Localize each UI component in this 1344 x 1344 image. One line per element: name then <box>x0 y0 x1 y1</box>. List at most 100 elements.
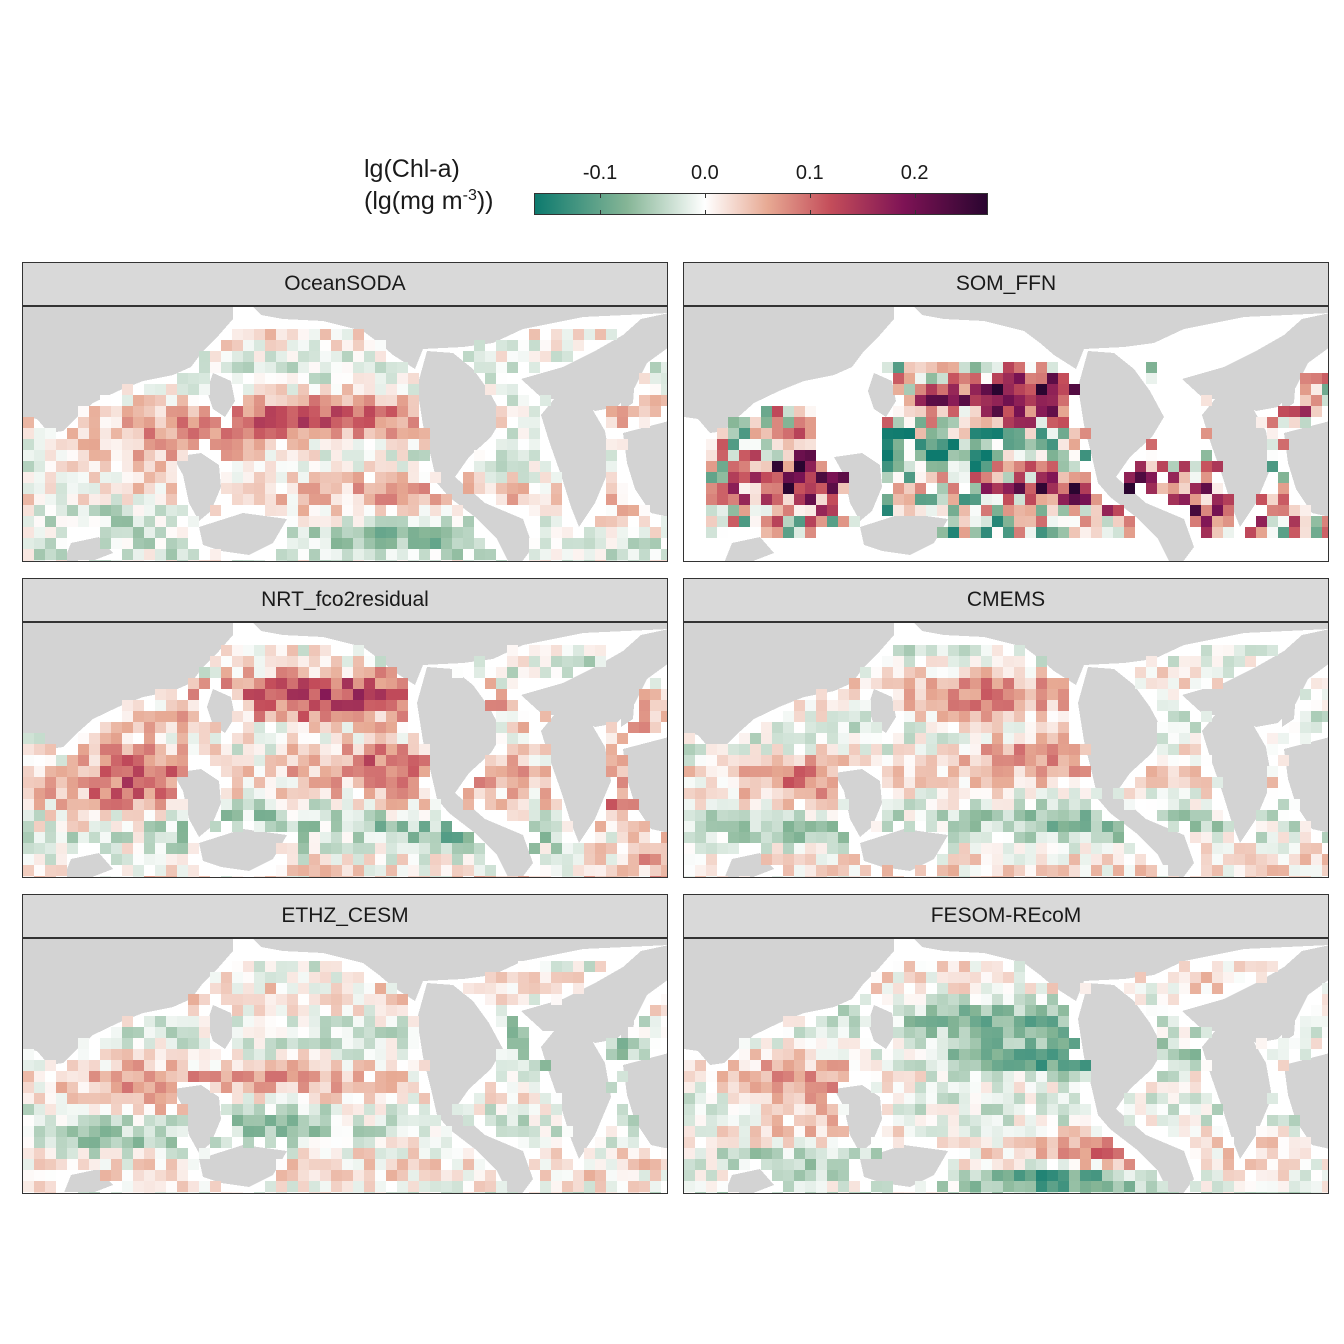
anomaly-cell <box>1212 983 1223 994</box>
anomaly-cell <box>706 494 717 505</box>
anomaly-cell <box>915 678 926 689</box>
anomaly-cell <box>551 876 562 877</box>
anomaly-cell <box>1179 1115 1190 1126</box>
land-polygon <box>253 307 667 369</box>
anomaly-cell <box>221 1137 232 1148</box>
anomaly-cell <box>67 494 78 505</box>
anomaly-cell <box>893 700 904 711</box>
anomaly-cell <box>1311 678 1322 689</box>
anomaly-cell <box>562 1181 573 1192</box>
anomaly-cell <box>1069 1181 1080 1192</box>
anomaly-cell <box>1245 843 1256 854</box>
anomaly-cell <box>937 472 948 483</box>
anomaly-cell <box>386 1126 397 1137</box>
anomaly-cell <box>287 865 298 876</box>
anomaly-cell <box>728 821 739 832</box>
anomaly-cell <box>529 439 540 450</box>
anomaly-cell <box>1058 428 1069 439</box>
anomaly-cell <box>177 428 188 439</box>
anomaly-cell <box>1014 700 1025 711</box>
anomaly-cell <box>408 450 419 461</box>
anomaly-cell <box>1014 755 1025 766</box>
anomaly-cell <box>34 1170 45 1181</box>
anomaly-cell <box>1091 1192 1102 1193</box>
anomaly-cell <box>408 428 419 439</box>
anomaly-cell <box>298 733 309 744</box>
anomaly-cell <box>298 972 309 983</box>
anomaly-cell <box>783 516 794 527</box>
anomaly-cell <box>551 1148 562 1159</box>
anomaly-cell <box>375 1181 386 1192</box>
anomaly-cell <box>166 483 177 494</box>
anomaly-cell <box>1190 1093 1201 1104</box>
anomaly-cell <box>948 700 959 711</box>
anomaly-cell <box>210 505 221 516</box>
anomaly-cell <box>684 744 695 755</box>
anomaly-cell <box>430 527 441 538</box>
land-polygon <box>1284 737 1328 833</box>
anomaly-cell <box>584 549 595 560</box>
anomaly-cell <box>397 1104 408 1115</box>
anomaly-cell <box>805 1027 816 1038</box>
legend-title-suffix: )) <box>476 187 494 215</box>
anomaly-cell <box>1014 667 1025 678</box>
land-polygon <box>684 623 894 749</box>
anomaly-cell <box>904 428 915 439</box>
anomaly-cell <box>915 1005 926 1016</box>
anomaly-cell <box>794 865 805 876</box>
anomaly-cell <box>144 832 155 843</box>
anomaly-cell <box>45 549 56 560</box>
anomaly-cell <box>375 1137 386 1148</box>
anomaly-cell <box>1080 494 1091 505</box>
anomaly-cell <box>1201 483 1212 494</box>
anomaly-cell <box>23 461 34 472</box>
anomaly-cell <box>133 505 144 516</box>
anomaly-cell <box>739 744 750 755</box>
anomaly-cell <box>981 1027 992 1038</box>
anomaly-cell <box>452 854 463 865</box>
anomaly-cell <box>232 711 243 722</box>
anomaly-cell <box>177 549 188 560</box>
anomaly-cell <box>144 1060 155 1071</box>
anomaly-cell <box>232 810 243 821</box>
anomaly-cell <box>893 373 904 384</box>
anomaly-cell <box>386 472 397 483</box>
anomaly-cell <box>100 417 111 428</box>
anomaly-cell <box>485 994 496 1005</box>
anomaly-cell <box>144 799 155 810</box>
anomaly-cell <box>761 1093 772 1104</box>
anomaly-cell <box>221 560 232 561</box>
anomaly-cell <box>772 733 783 744</box>
anomaly-cell <box>1058 1137 1069 1148</box>
anomaly-cell <box>948 516 959 527</box>
anomaly-cell <box>617 1071 628 1082</box>
anomaly-cell <box>661 1159 667 1170</box>
anomaly-cell <box>1080 1126 1091 1137</box>
anomaly-cell <box>1080 832 1091 843</box>
anomaly-cell <box>342 777 353 788</box>
anomaly-cell <box>177 1159 188 1170</box>
anomaly-cell <box>1289 417 1300 428</box>
anomaly-cell <box>221 994 232 1005</box>
anomaly-cell <box>805 472 816 483</box>
anomaly-cell <box>287 1027 298 1038</box>
anomaly-cell <box>1113 1181 1124 1192</box>
anomaly-cell <box>915 865 926 876</box>
anomaly-cell <box>904 395 915 406</box>
anomaly-cell <box>948 1038 959 1049</box>
anomaly-cell <box>1014 494 1025 505</box>
anomaly-cell <box>485 876 496 877</box>
anomaly-cell <box>584 865 595 876</box>
anomaly-cell <box>133 1027 144 1038</box>
anomaly-cell <box>309 667 320 678</box>
anomaly-cell <box>816 744 827 755</box>
anomaly-cell <box>838 865 849 876</box>
anomaly-cell <box>276 373 287 384</box>
anomaly-cell <box>507 340 518 351</box>
map-oceansoda <box>22 306 668 562</box>
anomaly-cell <box>595 560 606 561</box>
anomaly-cell <box>221 972 232 983</box>
anomaly-cell <box>320 832 331 843</box>
anomaly-cell <box>838 711 849 722</box>
anomaly-cell <box>100 788 111 799</box>
